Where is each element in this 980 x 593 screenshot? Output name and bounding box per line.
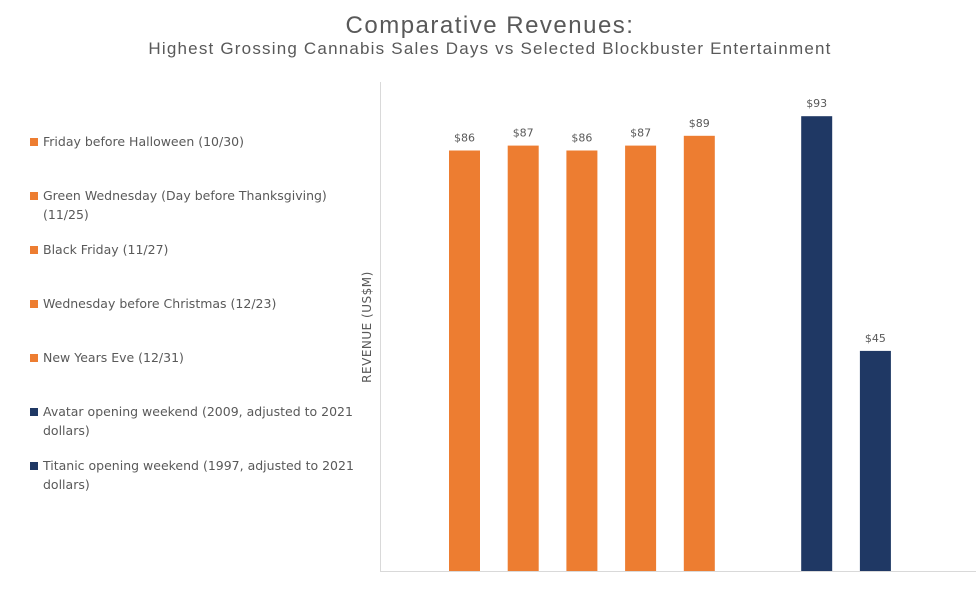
legend-item: Black Friday (11/27) <box>30 240 360 259</box>
data-label: $93 <box>806 97 827 110</box>
data-label: $45 <box>865 332 886 345</box>
data-label: $89 <box>689 117 710 130</box>
legend-item: Avatar opening weekend (2009, adjusted t… <box>30 402 360 440</box>
bar <box>507 145 539 571</box>
data-label: $86 <box>454 132 475 145</box>
legend-label: New Years Eve (12/31) <box>43 350 184 365</box>
y-axis-label: REVENUE (US$M) <box>360 271 374 383</box>
data-label: $87 <box>513 127 534 140</box>
chart-title: Comparative Revenues: <box>345 12 635 39</box>
legend-swatch <box>30 354 38 362</box>
legend-item: Friday before Halloween (10/30) <box>30 132 360 151</box>
legend-label: Titanic opening weekend (1997, adjusted … <box>43 458 354 492</box>
legend-item: New Years Eve (12/31) <box>30 348 360 367</box>
legend-swatch <box>30 462 38 470</box>
data-label-group: $86 $87 $86 $87 $89 $93 $45 <box>454 97 886 345</box>
legend-item: Titanic opening weekend (1997, adjusted … <box>30 456 360 494</box>
data-label: $86 <box>571 132 592 145</box>
bar <box>683 135 715 572</box>
bar <box>449 150 480 571</box>
legend-label: Friday before Halloween (10/30) <box>43 134 244 149</box>
legend-label: Wednesday before Christmas (12/23) <box>43 296 277 311</box>
data-label: $87 <box>630 127 651 140</box>
legend-swatch <box>30 300 38 308</box>
legend-label: Avatar opening weekend (2009, adjusted t… <box>43 404 353 438</box>
plot-area: $86 $87 $86 $87 $89 $93 $45 <box>380 82 976 572</box>
legend-swatch <box>30 138 38 146</box>
legend-swatch <box>30 408 38 416</box>
legend-item: Green Wednesday (Day before Thanksgiving… <box>30 186 360 224</box>
bar <box>625 145 657 571</box>
legend-swatch <box>30 246 38 254</box>
bar <box>859 350 891 571</box>
bar <box>801 116 833 571</box>
bar <box>566 150 598 571</box>
legend-label: Green Wednesday (Day before Thanksgiving… <box>43 188 327 222</box>
legend-swatch <box>30 192 38 200</box>
legend-label: Black Friday (11/27) <box>43 242 169 257</box>
chart-subtitle: Highest Grossing Cannabis Sales Days vs … <box>148 39 832 58</box>
bar-group <box>449 116 891 572</box>
legend-item: Wednesday before Christmas (12/23) <box>30 294 360 313</box>
